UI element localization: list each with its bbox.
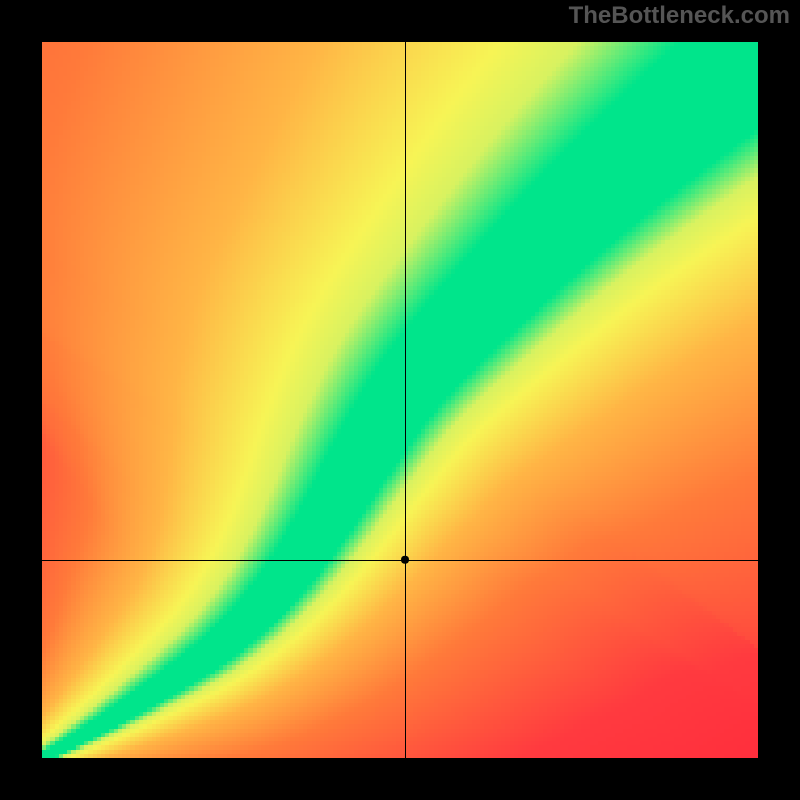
bottleneck-heatmap	[42, 42, 758, 758]
chart-container: TheBottleneck.com	[0, 0, 800, 800]
watermark-text: TheBottleneck.com	[569, 2, 790, 30]
